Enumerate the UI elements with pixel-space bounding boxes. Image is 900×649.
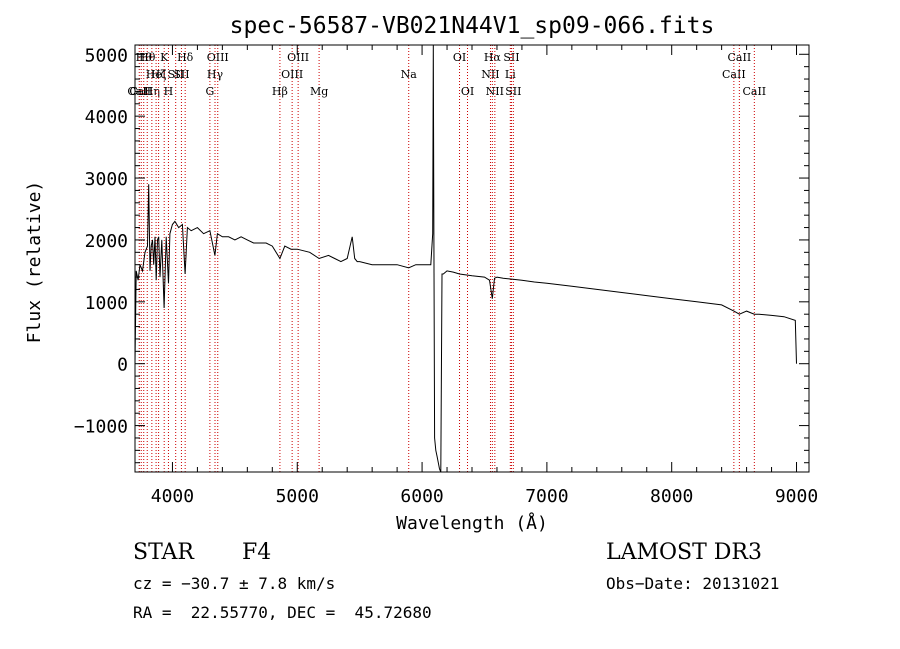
line-label: Hη — [144, 85, 160, 98]
survey-name: LAMOST DR3 — [606, 540, 762, 565]
plot-frame — [134, 44, 810, 473]
y-tick-label: 2000 — [85, 231, 128, 252]
y-tick-label: 3000 — [85, 169, 128, 190]
line-label: HeI — [146, 68, 166, 81]
line-label: SII — [173, 68, 189, 81]
x-tick-label: 6000 — [400, 486, 443, 507]
line-label: H — [164, 85, 174, 98]
line-label: Hβ — [272, 85, 288, 98]
obs-date: Obs−Date: 20131021 — [606, 574, 780, 593]
object-class: STAR — [133, 540, 194, 565]
line-label: NII — [481, 68, 499, 81]
x-tick-label: 5000 — [276, 486, 319, 507]
axes: 4000 5000 6000 7000 8000 9000 −1000 0 1000 2000 30… — [74, 45, 818, 507]
y-tick-label: −1000 — [74, 417, 128, 438]
line-label: Na — [401, 68, 418, 81]
line-label: K — [160, 51, 169, 64]
coordinates: RA = 22.55770, DEC = 45.72680 — [133, 603, 432, 622]
spectrum-line — [134, 44, 797, 473]
line-label: Hα — [484, 51, 502, 64]
line-label: OI — [453, 51, 466, 64]
x-tick-label: 8000 — [650, 486, 693, 507]
line-markers: CaIICaIIHθHθHηHeIHζKHSIISIIHδGHγOIIIHβOI… — [127, 45, 766, 472]
x-tick-label: 4000 — [151, 486, 194, 507]
x-tick-label: 7000 — [525, 486, 568, 507]
line-label: Li — [505, 68, 516, 81]
line-label: NII — [486, 85, 504, 98]
x-tick-label: 9000 — [775, 486, 818, 507]
line-label: Mg — [310, 85, 328, 98]
redshift-value: cz = −30.7 ± 7.8 km/s — [133, 574, 336, 593]
line-label: Hζ — [151, 68, 167, 81]
y-tick-label: 0 — [117, 355, 128, 376]
line-label: CaII — [728, 51, 752, 64]
chart-title: spec-56587-VB021N44V1_sp09-066.fits — [230, 13, 715, 39]
line-label: OIII — [281, 68, 303, 81]
line-label: SII — [168, 68, 184, 81]
line-label: CaII — [722, 68, 746, 81]
line-label: SII — [505, 85, 521, 98]
y-tick-label: 4000 — [85, 107, 128, 128]
line-label: OIII — [287, 51, 309, 64]
y-tick-label: 5000 — [85, 45, 128, 66]
y-axis-label: Flux (relative) — [24, 181, 45, 344]
x-axis-label: Wavelength (Å) — [396, 512, 548, 534]
line-label: OIII — [207, 51, 229, 64]
line-label: CaII — [742, 85, 766, 98]
line-label: OI — [461, 85, 474, 98]
object-subclass: F4 — [242, 540, 272, 565]
line-label: Hγ — [207, 68, 224, 81]
line-label: G — [205, 85, 214, 98]
y-tick-label: 1000 — [85, 293, 128, 314]
line-label: Hθ — [139, 51, 156, 64]
line-label: Hδ — [177, 51, 194, 64]
line-label: SII — [503, 51, 519, 64]
